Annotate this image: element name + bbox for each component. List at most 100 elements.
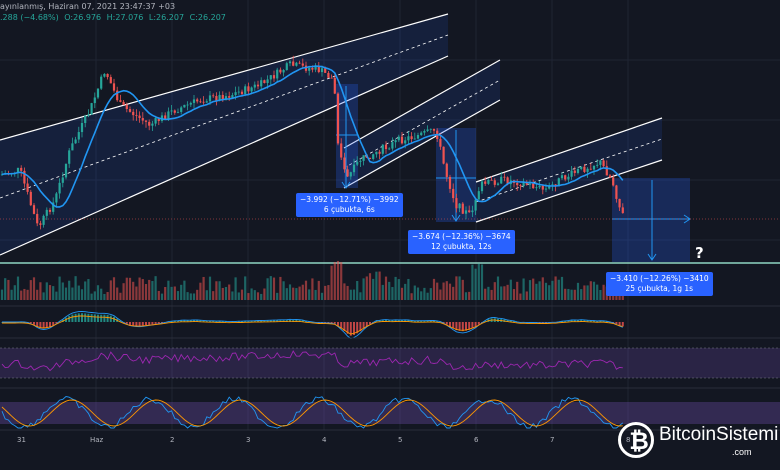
candle-body <box>125 104 128 110</box>
channel-3-upper[interactable] <box>475 117 663 183</box>
question-mark: ? <box>695 244 704 262</box>
volume-bar <box>77 285 80 300</box>
volume-bar <box>384 276 388 300</box>
candle-body <box>52 202 55 212</box>
candle-body <box>132 111 135 116</box>
volume-bar <box>480 264 484 300</box>
candle-body <box>586 168 589 172</box>
volume-bar <box>452 286 455 300</box>
volume-bar <box>416 287 420 300</box>
candle-body <box>128 109 132 112</box>
volume-bar <box>324 285 327 300</box>
macd-bar <box>359 322 362 332</box>
macd-bar <box>369 322 371 325</box>
macd-bar <box>199 320 202 322</box>
channel-1-lower[interactable] <box>0 55 449 256</box>
macd-bar <box>119 320 122 322</box>
volume-bars <box>0 260 624 300</box>
volume-bar <box>80 289 84 300</box>
candle-body <box>36 213 39 224</box>
channel-2-upper[interactable] <box>343 59 501 149</box>
channel-2-lower[interactable] <box>343 99 501 189</box>
candle-body <box>32 205 36 214</box>
candle-body <box>340 143 343 158</box>
volume-bar <box>253 290 256 300</box>
volume-bar <box>164 286 167 300</box>
candle-body <box>410 136 413 140</box>
volume-bar <box>288 284 292 300</box>
volume-bar <box>311 278 314 300</box>
candle-body <box>138 115 141 119</box>
volume-bar <box>548 285 551 300</box>
bitcoin-b-icon: ₿ <box>618 422 654 458</box>
macd-bar <box>77 313 80 322</box>
volume-bar <box>96 285 100 300</box>
volume-bar <box>583 285 586 300</box>
channel-3[interactable] <box>475 117 663 223</box>
candle-body <box>583 166 586 172</box>
candle-body <box>45 209 48 216</box>
macd-bar <box>343 322 346 331</box>
candle-body <box>189 102 192 105</box>
volume-bar <box>506 284 509 300</box>
macd-bar <box>583 320 586 322</box>
channel-1-upper[interactable] <box>0 13 449 141</box>
volume-bar <box>231 291 234 300</box>
candle-body <box>42 215 45 225</box>
volume-bar <box>298 286 301 300</box>
candle-body <box>90 103 93 115</box>
macd-bar <box>397 320 400 322</box>
volume-bar <box>180 284 183 300</box>
candle-body <box>474 199 477 211</box>
candle-body <box>346 169 349 177</box>
candle-body <box>592 165 596 170</box>
volume-bar <box>228 284 231 300</box>
candle-body <box>77 132 80 140</box>
measure-3[interactable] <box>612 178 691 262</box>
candle-body <box>455 198 458 209</box>
candle-body <box>519 185 522 186</box>
x-label-0: 31 <box>17 436 26 444</box>
volume-bar <box>400 287 404 300</box>
volume-bar <box>39 282 42 300</box>
candle-body <box>605 166 608 176</box>
volume-bar <box>160 293 164 300</box>
candle-body <box>621 207 624 214</box>
macd-bar <box>186 320 189 322</box>
volume-bar <box>576 282 580 300</box>
candle-body <box>602 160 605 167</box>
volume-bar <box>13 285 16 300</box>
volume-bar <box>560 276 564 300</box>
macd-bar <box>593 320 595 322</box>
volume-bar <box>317 280 320 300</box>
volume-bar <box>468 291 471 300</box>
macd-bar <box>465 322 467 331</box>
volume-bar <box>404 283 407 300</box>
macd-bar <box>570 320 573 322</box>
volume-bar <box>362 278 365 300</box>
candle-body <box>253 84 256 88</box>
candle-body <box>71 143 74 151</box>
volume-bar <box>23 288 26 300</box>
candle-body <box>615 185 618 199</box>
volume-bar <box>429 288 432 300</box>
channel-3-lower[interactable] <box>475 159 663 223</box>
candle-body <box>23 170 26 184</box>
macd-bar <box>87 313 90 322</box>
volume-bar <box>381 284 384 300</box>
volume-bar <box>45 282 48 300</box>
volume-bar <box>218 281 221 300</box>
macd-bar <box>100 314 103 322</box>
macd-bar <box>74 313 77 322</box>
macd-bar <box>33 322 35 325</box>
macd-bar <box>365 322 368 327</box>
macd-bar <box>221 321 224 322</box>
volume-bar <box>109 280 112 300</box>
channel-2[interactable] <box>343 59 501 189</box>
macd-bar <box>330 322 333 324</box>
candle-body <box>144 120 148 122</box>
macd-bar <box>612 322 615 323</box>
candle-body <box>154 118 157 124</box>
